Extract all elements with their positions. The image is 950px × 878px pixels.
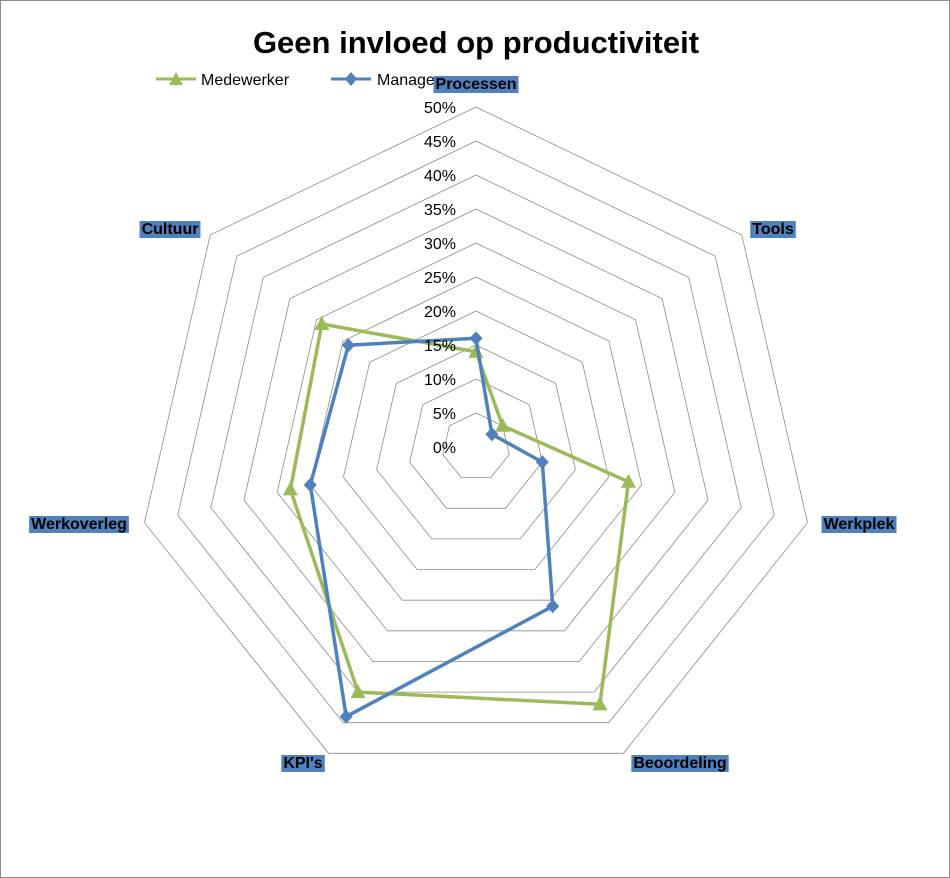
legend-marker-medewerker (169, 72, 183, 85)
legend-item-medewerker: Medewerker (156, 72, 290, 89)
point-medewerker-werkplek (620, 473, 636, 488)
category-cultuur: Cultuur (139, 221, 201, 238)
series-medewerker (282, 316, 636, 711)
grid-ring-10 (409, 378, 543, 509)
category-kpi-s: KPI's (281, 755, 325, 772)
tick-label: 35% (424, 202, 456, 219)
grid-ring-20 (342, 310, 610, 570)
chart-title: Geen invloed op productiviteit (253, 25, 699, 60)
tick-label: 50% (424, 100, 456, 117)
category-label: Werkplek (824, 516, 895, 533)
category-label-bg (631, 755, 729, 772)
grid-ring-15 (376, 344, 576, 540)
category-werkoverleg: Werkoverleg (29, 516, 129, 533)
tick-label: 40% (424, 168, 456, 185)
grid-ring-45 (177, 140, 775, 724)
category-label: Beoordeling (633, 755, 726, 772)
point-medewerker-cultuur (314, 316, 330, 331)
tick-label: 25% (424, 270, 456, 287)
tick-label: 10% (424, 372, 456, 389)
grid-ring-35 (243, 208, 709, 662)
point-manager-werkoverleg (303, 477, 317, 492)
series-line-medewerker (288, 322, 631, 707)
point-medewerker-tools (495, 417, 511, 432)
point-manager-cultuur (341, 338, 355, 353)
legend-label-manager: Manager (377, 72, 441, 89)
radial-ticks: 0% 5% 10% 15% 20% 25% 30% 35% 40% 45% 50% (424, 100, 456, 457)
category-label-bg (433, 76, 519, 93)
category-label-bg (750, 221, 796, 238)
tick-label: 0% (433, 440, 456, 457)
tick-label: 15% (424, 338, 456, 355)
radar-grid (144, 106, 808, 754)
category-tools: Tools (750, 221, 796, 238)
category-label-bg (139, 221, 201, 238)
legend-item-manager: Manager (331, 72, 441, 89)
grid-ring-25 (309, 276, 643, 601)
point-manager-werkplek (535, 455, 549, 470)
point-manager-kpi-s (339, 709, 353, 724)
series-layer (282, 316, 636, 724)
category-label: Tools (752, 221, 794, 238)
legend: Medewerker Manager (156, 72, 441, 89)
category-label-bg (281, 755, 325, 772)
legend-marker-manager (345, 72, 357, 86)
point-manager-processen (469, 331, 483, 346)
category-label-bg (29, 516, 129, 533)
category-label: Processen (436, 76, 517, 93)
point-medewerker-kpi-s (350, 684, 366, 699)
category-label: Cultuur (142, 221, 199, 238)
tick-label: 30% (424, 236, 456, 253)
category-processen: Processen (433, 76, 519, 93)
series-manager (303, 331, 560, 724)
category-labels: Processen Tools Werkplek Beoordeling KPI's We… (29, 76, 897, 772)
tick-label: 45% (424, 134, 456, 151)
point-manager-beoordeling (546, 599, 560, 614)
category-werkplek: Werkplek (821, 516, 897, 533)
point-medewerker-werkoverleg (282, 481, 298, 496)
series-line-manager (308, 336, 555, 719)
grid-ring-30 (276, 242, 676, 632)
category-label: KPI's (283, 755, 322, 772)
category-label: Werkoverleg (31, 516, 127, 533)
legend-label-medewerker: Medewerker (201, 72, 290, 89)
point-manager-tools (485, 427, 499, 442)
category-label-bg (821, 516, 897, 533)
tick-label: 5% (433, 406, 456, 423)
grid-ring-50 (144, 106, 808, 754)
grid-ring-40 (210, 174, 742, 693)
category-beoordeling: Beoordeling (631, 755, 729, 772)
tick-label: 20% (424, 304, 456, 321)
point-medewerker-beoordeling (592, 696, 608, 711)
